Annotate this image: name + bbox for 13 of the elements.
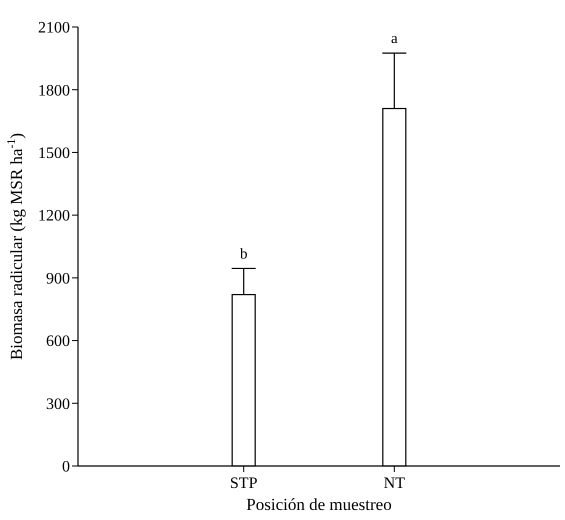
annotation: b bbox=[240, 246, 248, 262]
x-axis-title: Posición de muestreo bbox=[246, 495, 392, 514]
x-tick-label: NT bbox=[384, 475, 406, 492]
y-tick-label: 1200 bbox=[38, 208, 70, 225]
y-tick-label: 600 bbox=[46, 333, 70, 350]
y-tick-label: 1800 bbox=[38, 82, 70, 100]
y-tick-label: 300 bbox=[46, 396, 70, 413]
y-tick-label: 900 bbox=[46, 270, 70, 288]
x-tick-label: STP bbox=[230, 475, 258, 492]
y-tick-label: 0 bbox=[62, 458, 70, 476]
y-tick-label: 1500 bbox=[38, 145, 70, 162]
annotation: a bbox=[390, 31, 398, 48]
y-tick-label: 2100 bbox=[38, 20, 70, 37]
